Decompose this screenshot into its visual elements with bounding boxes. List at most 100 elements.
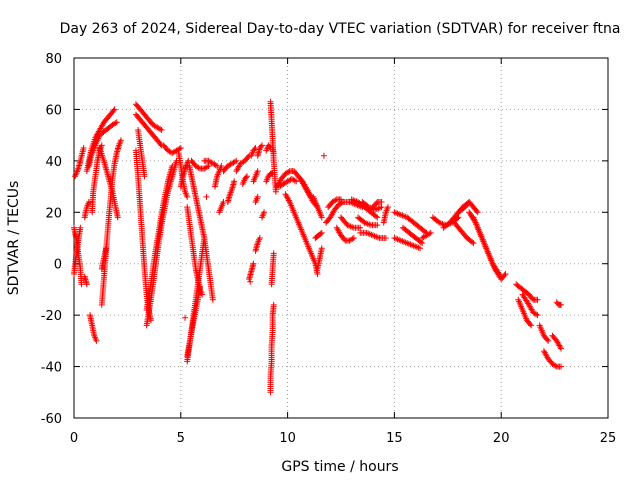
data-point-marker (332, 197, 339, 204)
x-tick-label: 10 (279, 431, 296, 446)
series-arc-42 (254, 142, 265, 159)
axis-ticks: 0 5 10 15 20 25 -60 -40 -20 0 20 40 60 80 (41, 52, 617, 446)
data-point-marker (473, 208, 480, 214)
series-arc-18 (143, 163, 176, 313)
data-point-marker (184, 193, 191, 200)
data-point-marker (77, 224, 84, 231)
data-point-marker (250, 260, 257, 267)
data-point-marker (318, 229, 325, 236)
series-arc-27 (188, 157, 212, 172)
series-arc-29 (203, 193, 210, 200)
series-arc-12 (98, 245, 110, 272)
data-point-marker (195, 164, 202, 171)
series-arc-14 (132, 111, 165, 149)
data-point-marker (382, 235, 389, 241)
data-point-marker (231, 178, 238, 185)
series-arc-46 (267, 301, 277, 396)
series-arc-55 (312, 229, 325, 241)
y-axis-label: SDTVAR / TECUs (6, 181, 22, 296)
data-point-marker (247, 278, 254, 285)
data-point-marker (558, 301, 565, 308)
series-arc-51 (276, 175, 300, 190)
series-arc-43 (258, 209, 268, 221)
data-point-marker (525, 300, 532, 307)
series-arc-01 (71, 224, 85, 288)
data-point-marker (203, 193, 210, 200)
series-arc-22 (182, 314, 189, 321)
data-point-marker (318, 214, 325, 221)
data-point-marker (474, 209, 481, 216)
x-tick-label: 25 (600, 431, 617, 446)
series-arc-07 (87, 312, 100, 344)
data-point-marker (83, 281, 90, 288)
series-arc-26 (186, 163, 216, 303)
data-point-marker (177, 145, 184, 151)
data-point-marker (293, 178, 300, 185)
data-point-marker (528, 322, 535, 329)
series-arc-05 (81, 199, 92, 221)
y-tick-label: 60 (45, 103, 62, 118)
data-point-marker (374, 222, 381, 229)
x-tick-label: 0 (70, 431, 78, 446)
series-arc-19 (160, 142, 184, 157)
data-point-marker (270, 150, 277, 157)
series-arc-13 (132, 101, 165, 133)
data-point-marker (114, 214, 121, 221)
series-arc-41 (252, 193, 261, 205)
data-point-marker (318, 245, 325, 252)
series-arc-71 (399, 224, 426, 247)
data-point-marker (111, 106, 118, 113)
data-point-marker (218, 163, 225, 169)
data-point-marker (338, 199, 345, 206)
data-point-marker (141, 173, 148, 180)
data-point-marker (113, 119, 120, 126)
data-point-marker (534, 296, 541, 303)
series-arc-80 (515, 296, 535, 329)
data-point-marker (204, 163, 211, 170)
series-arc-32 (220, 157, 240, 175)
data-point-marker (558, 363, 565, 370)
y-tick-label: 80 (45, 52, 62, 67)
data-point-marker (266, 143, 273, 150)
series-arc-16 (135, 127, 148, 180)
data-point-marker (378, 204, 385, 211)
x-tick-label: 5 (177, 431, 185, 446)
data-point-marker (285, 169, 292, 175)
series-arc-59 (325, 196, 344, 211)
x-tick-label: 20 (493, 431, 510, 446)
data-point-marker (112, 120, 119, 127)
data-point-marker (427, 229, 434, 236)
series-arc-83 (540, 348, 565, 370)
data-point-marker (199, 291, 206, 298)
data-point-marker (158, 127, 165, 133)
data-point-marker (103, 245, 110, 252)
data-point-marker (496, 271, 503, 277)
data-point-marker (80, 145, 87, 151)
data-point-marker (242, 174, 249, 181)
data-point-marker (254, 168, 261, 175)
data-point-marker (552, 362, 559, 369)
series-arc-35 (239, 173, 251, 187)
data-point-marker (534, 312, 541, 319)
data-point-marker (169, 163, 176, 169)
data-point-marker (349, 235, 356, 242)
series-arc-66 (359, 199, 385, 213)
data-point-marker (527, 321, 534, 328)
data-point-marker (317, 230, 324, 237)
data-point-marker (233, 157, 240, 164)
data-point-marker (205, 163, 212, 169)
data-point-marker (157, 126, 164, 133)
data-point-marker (502, 271, 509, 277)
series-arc-09 (89, 142, 105, 216)
data-point-marker (117, 137, 124, 144)
y-tick-label: -20 (41, 309, 62, 324)
series-arc-67 (370, 199, 385, 211)
data-point-marker (212, 162, 219, 169)
data-point-marker (470, 240, 477, 247)
series-arc-36 (246, 260, 257, 283)
data-point-marker (256, 235, 263, 241)
series-arc-70 (391, 235, 424, 252)
series-arc-54 (310, 193, 325, 221)
series-arc-52 (282, 191, 321, 277)
